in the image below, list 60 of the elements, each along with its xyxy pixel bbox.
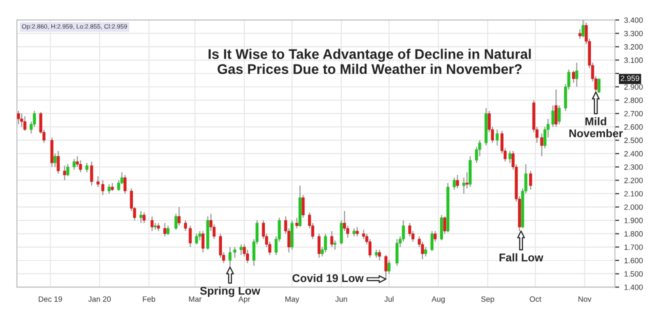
candlestick (198, 230, 202, 241)
candlestick (378, 249, 381, 261)
annotation: Spring Low (200, 286, 260, 297)
candlestick (108, 184, 111, 194)
candlestick (430, 230, 434, 252)
candlestick (166, 225, 170, 236)
candlestick (452, 177, 456, 190)
candlestick (575, 62, 578, 88)
candlestick (396, 238, 398, 266)
candlestick (578, 28, 582, 40)
candlestick (554, 88, 558, 128)
candlestick (139, 210, 142, 224)
candlestick (17, 110, 20, 125)
candlestick (440, 214, 444, 241)
candlestick (85, 162, 88, 173)
candlestick (124, 174, 127, 194)
candlestick (424, 246, 428, 257)
candlestick (79, 160, 82, 173)
candlestick (20, 112, 24, 128)
candlestick (434, 230, 437, 242)
candlestick (295, 217, 298, 229)
candlestick (150, 216, 154, 232)
candlestick (356, 226, 359, 237)
candlestick (496, 128, 499, 146)
candlestick (582, 20, 585, 38)
candlestick (558, 104, 561, 125)
candlestick (572, 70, 576, 84)
candlestick (384, 254, 388, 280)
candlestick (178, 206, 181, 226)
candlestick (456, 174, 459, 189)
candlestick (66, 164, 70, 177)
candlestick (23, 116, 26, 132)
candlestick (90, 161, 94, 186)
candlestick (508, 150, 512, 164)
candlestick (240, 244, 243, 256)
candlestick (598, 78, 600, 94)
candlestick (142, 212, 146, 224)
candlestick (318, 233, 321, 258)
annotation: Covid 19 Low (292, 274, 364, 282)
candlestick (388, 260, 391, 274)
text: Is It Wise to Take Advantage of Decline in Natural Gas Prices Due to Mild Weather in November? (208, 48, 531, 74)
candlestick (330, 230, 334, 248)
candlestick (163, 222, 166, 237)
candlestick (50, 137, 54, 168)
candlestick (201, 230, 204, 253)
candlestick (54, 153, 57, 168)
annotation: Fall Low (500, 253, 544, 262)
candlestick (302, 194, 305, 218)
candlestick (334, 240, 336, 250)
candlestick (72, 158, 76, 170)
candlestick (324, 233, 327, 253)
candlestick (195, 233, 198, 245)
candlestick (154, 222, 157, 230)
candlestick (443, 216, 446, 234)
candlestick (466, 172, 468, 189)
candlestick (551, 104, 554, 128)
candlestick (56, 150, 60, 174)
annotation: Mild November (569, 117, 623, 138)
candlestick (63, 165, 66, 181)
candlestick (529, 170, 532, 190)
